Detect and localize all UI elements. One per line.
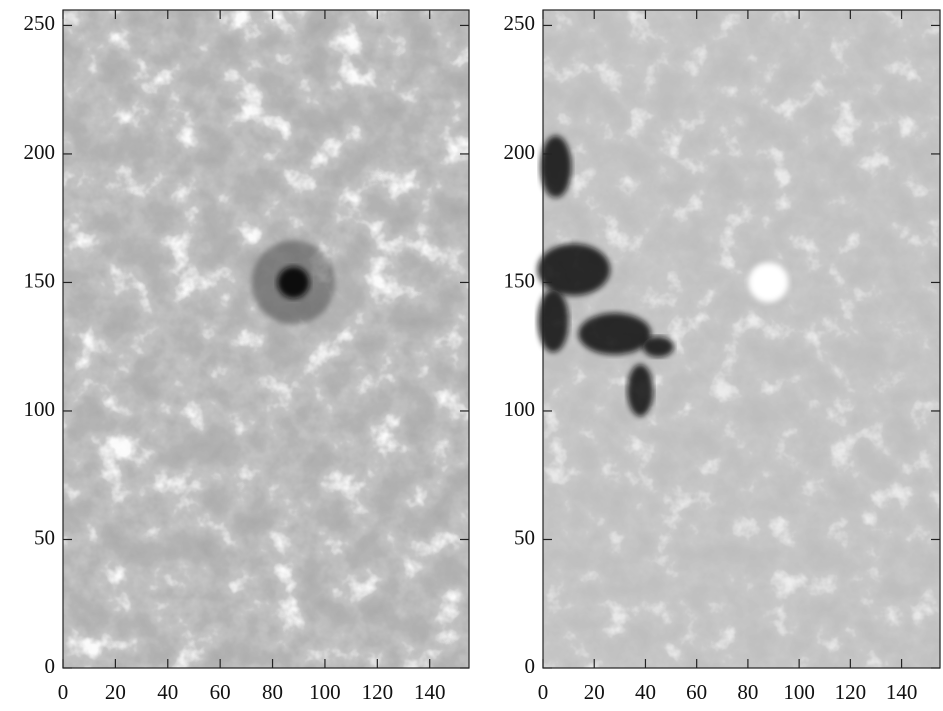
- y-tick-label: 100: [24, 397, 56, 421]
- dark-patch: [540, 136, 571, 198]
- figure: 0 20 40 60 80 100 120 140 0 50 100 150 200 250 0 20 40 60…: [0, 0, 943, 711]
- dark-patch: [627, 364, 653, 416]
- x-tick-label: 0: [538, 680, 549, 704]
- x-tick-label: 60: [210, 680, 231, 704]
- x-tick-label: 40: [157, 680, 178, 704]
- dark-patch: [538, 290, 569, 352]
- x-tick-label: 20: [105, 680, 126, 704]
- x-tick-label: 20: [584, 680, 605, 704]
- x-tick-label: 140: [886, 680, 918, 704]
- dark-patch: [537, 244, 610, 296]
- dark-patch: [643, 336, 674, 357]
- image-panel: [63, 10, 469, 668]
- x-tick-label: 60: [686, 680, 707, 704]
- x-tick-label: 100: [783, 680, 815, 704]
- y-tick-label: 50: [34, 525, 55, 549]
- umbra: [278, 266, 310, 298]
- dark-patch: [578, 313, 651, 355]
- x-tick-label: 140: [414, 680, 446, 704]
- y-tick-label: 200: [504, 140, 536, 164]
- y-tick-label: 50: [514, 525, 535, 549]
- bright-spot: [748, 262, 788, 302]
- y-tick-label: 200: [24, 140, 56, 164]
- x-tick-label: 120: [362, 680, 394, 704]
- x-tick-label: 80: [737, 680, 758, 704]
- y-tick-label: 250: [24, 11, 56, 35]
- x-tick-label: 40: [635, 680, 656, 704]
- y-tick-label: 100: [504, 397, 536, 421]
- y-tick-label: 150: [24, 268, 56, 292]
- y-tick-label: 0: [45, 654, 56, 678]
- x-tick-label: 120: [835, 680, 867, 704]
- x-tick-label: 80: [262, 680, 283, 704]
- y-tick-label: 0: [525, 654, 536, 678]
- x-tick-label: 0: [58, 680, 69, 704]
- y-tick-label: 150: [504, 268, 536, 292]
- x-tick-label: 100: [309, 680, 341, 704]
- y-tick-label: 250: [504, 11, 536, 35]
